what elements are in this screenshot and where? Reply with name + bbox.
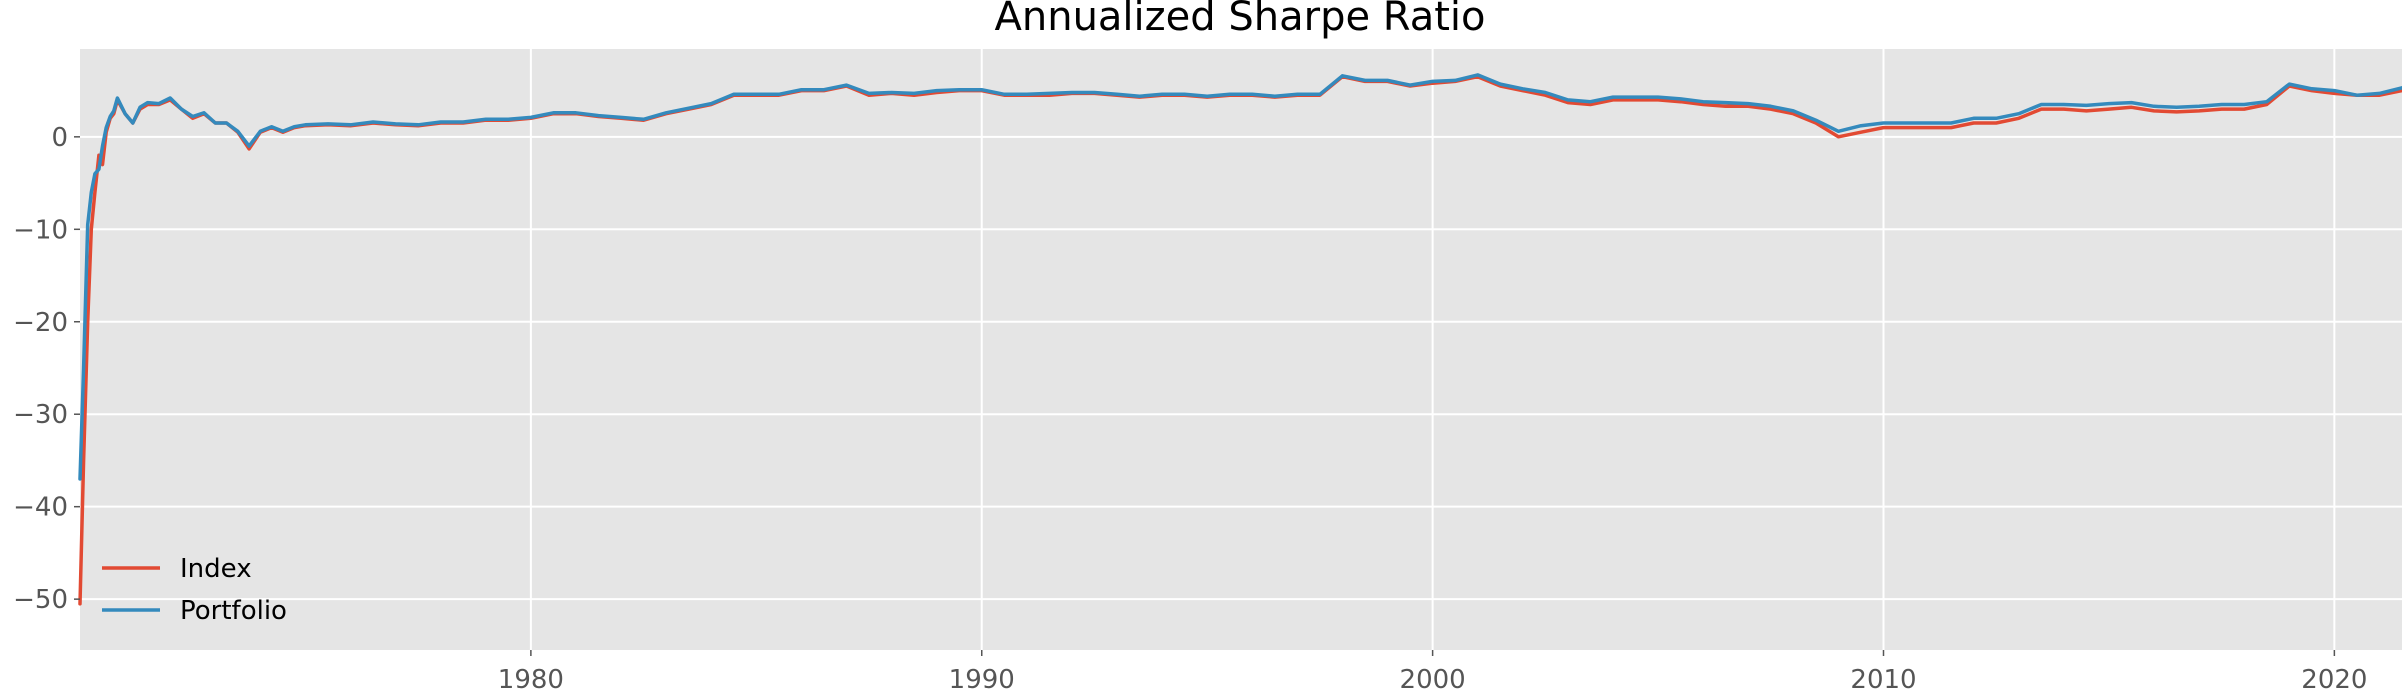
grid-lines <box>80 49 2402 650</box>
y-tick-label: 0 <box>51 123 68 153</box>
x-tick-label: 2000 <box>1400 665 1466 695</box>
y-axis-ticks: 0 −10 −20 −30 −40 −50 <box>13 123 80 615</box>
chart-title: Annualized Sharpe Ratio <box>995 0 1486 40</box>
x-tick-label: 2010 <box>1850 665 1916 695</box>
x-tick-label: 1990 <box>949 665 1015 695</box>
series-line-portfolio <box>78 73 2402 481</box>
x-tick-label: 1980 <box>498 665 564 695</box>
legend-label-portfolio: Portfolio <box>180 596 287 626</box>
y-tick-label: −10 <box>13 215 68 245</box>
y-tick-label: −20 <box>13 308 68 338</box>
plot-area <box>80 49 2402 650</box>
y-tick-label: −30 <box>13 400 68 430</box>
legend: Index Portfolio <box>102 554 287 626</box>
legend-label-index: Index <box>180 554 252 584</box>
x-axis-ticks: 1980 1990 2000 2010 2020 <box>498 650 2367 695</box>
y-tick-label: −40 <box>13 493 68 523</box>
y-tick-label: −50 <box>13 585 68 615</box>
x-tick-label: 2020 <box>2301 665 2367 695</box>
series-lines <box>78 73 2402 606</box>
